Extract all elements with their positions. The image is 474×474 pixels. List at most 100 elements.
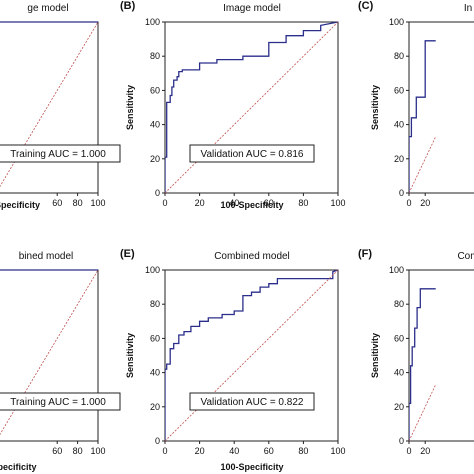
panel-label: (E): [120, 248, 135, 260]
x-tick-label: 100: [90, 446, 105, 456]
panel-label: (C): [358, 0, 374, 12]
y-tick-label: 80: [394, 299, 404, 309]
roc-curve-line: [165, 21, 338, 193]
y-axis-label: Sensitivity: [370, 85, 380, 130]
y-tick-label: 80: [394, 51, 404, 61]
panel-label: (F): [358, 248, 372, 260]
x-tick-label: 20: [420, 198, 430, 208]
y-tick-label: 60: [150, 85, 160, 95]
x-tick-label: 80: [298, 446, 308, 456]
y-tick-label: 20: [150, 154, 160, 164]
reference-diagonal-line: [0, 269, 98, 436]
y-tick-label: 40: [150, 368, 160, 378]
roc-panel: 0 20 40 60 80 100 0 20 40 60 80 100 (E) Combined mode…: [120, 248, 346, 472]
panel-label: (B): [120, 0, 136, 12]
x-tick-label: 0: [162, 446, 167, 456]
x-tick-label: 40: [229, 446, 239, 456]
x-tick-label: 60: [264, 446, 274, 456]
x-tick-label: 0: [162, 198, 167, 208]
plot-series: [165, 21, 338, 194]
plot-frame: [164, 269, 339, 442]
y-axis-label: Sensitivity: [125, 85, 135, 130]
x-tick-label: 20: [195, 198, 205, 208]
x-tick-label: 60: [52, 446, 62, 456]
roc-panel: 60 80 100 bined model Specificity Training AU…: [0, 251, 121, 472]
x-tick-label: 0: [406, 198, 411, 208]
y-tick-label: 0: [155, 188, 160, 198]
x-axis-label: 100-Specificity: [220, 462, 283, 472]
x-tick-label: 80: [73, 198, 83, 208]
panel-title: Combined model: [214, 251, 290, 262]
x-tick-label: 20: [420, 446, 430, 456]
auc-box: [0, 144, 121, 163]
panel-title: Image model: [223, 3, 281, 14]
auc-box: [189, 392, 315, 411]
y-tick-label: 100: [145, 265, 160, 275]
x-axis-label: Specificity: [0, 462, 37, 472]
auc-annotation: Validation AUC = 0.822: [201, 397, 304, 408]
panel-title: ge model: [27, 3, 68, 14]
plot-frame: [0, 21, 99, 194]
roc-curve-line: [0, 269, 98, 271]
x-tick-label: 0: [406, 446, 411, 456]
y-tick-label: 0: [399, 436, 404, 446]
reference-diagonal-line: [409, 136, 437, 194]
panel-title: Com: [457, 251, 474, 262]
x-tick-label: 100: [90, 198, 105, 208]
y-axis-label: Sensitivity: [370, 333, 380, 378]
y-tick-label: 100: [145, 17, 160, 27]
x-tick-label: 60: [52, 198, 62, 208]
roc-curve-line: [0, 21, 98, 23]
y-tick-label: 80: [150, 299, 160, 309]
x-tick-label: 80: [298, 198, 308, 208]
roc-curve-line: [409, 288, 436, 441]
x-tick-label: 60: [264, 198, 274, 208]
roc-curve-line: [409, 40, 436, 193]
x-tick-label: 100: [330, 446, 345, 456]
x-tick-label: 40: [229, 198, 239, 208]
panel-title: In: [464, 3, 472, 14]
y-tick-label: 40: [150, 120, 160, 130]
y-tick-label: 40: [394, 368, 404, 378]
roc-panel: 0 20 40 60 80 100 0 20 40 60 80 100 (B) Image model 10…: [120, 0, 346, 210]
plot-series: [0, 21, 98, 188]
plot-series: [409, 40, 437, 194]
auc-box: [0, 392, 121, 411]
x-tick-label: 100: [330, 198, 345, 208]
auc-annotation: Training AUC = 1.000: [10, 397, 106, 408]
reference-diagonal-line: [409, 384, 437, 442]
y-tick-label: 100: [389, 17, 404, 27]
auc-annotation: Validation AUC = 0.816: [201, 149, 304, 160]
plot-series: [0, 269, 98, 436]
x-axis-label: 100-Specificity: [220, 200, 283, 210]
plot-series: [409, 288, 437, 442]
roc-panel: 60 80 100 ge model -Specificity Training AUC …: [0, 3, 121, 210]
roc-panel: 0 20 0 20 40 60 80 100 (C) In Sensitivity: [358, 0, 474, 208]
y-tick-label: 60: [394, 333, 404, 343]
y-tick-label: 80: [150, 51, 160, 61]
plot-frame: [0, 269, 99, 442]
auc-box: [189, 144, 315, 163]
roc-curve-line: [165, 269, 338, 441]
y-tick-label: 0: [155, 436, 160, 446]
y-tick-label: 40: [394, 120, 404, 130]
roc-panel: 0 20 0 20 40 60 80 100 (F) Com Sensitivity: [358, 248, 474, 456]
plot-frame: [408, 269, 474, 442]
auc-annotation: Training AUC = 1.000: [10, 149, 106, 160]
plot-frame: [408, 21, 474, 194]
y-tick-label: 0: [399, 188, 404, 198]
y-tick-label: 100: [389, 265, 404, 275]
plot-series: [165, 269, 338, 442]
panel-title: bined model: [19, 251, 73, 262]
y-tick-label: 20: [150, 402, 160, 412]
x-tick-label: 20: [195, 446, 205, 456]
y-tick-label: 60: [150, 333, 160, 343]
y-tick-label: 20: [394, 402, 404, 412]
x-tick-label: 80: [73, 446, 83, 456]
y-tick-label: 60: [394, 85, 404, 95]
reference-diagonal-line: [0, 21, 98, 188]
y-axis-label: Sensitivity: [125, 333, 135, 378]
x-axis-label: -Specificity: [0, 200, 40, 210]
y-tick-label: 20: [394, 154, 404, 164]
